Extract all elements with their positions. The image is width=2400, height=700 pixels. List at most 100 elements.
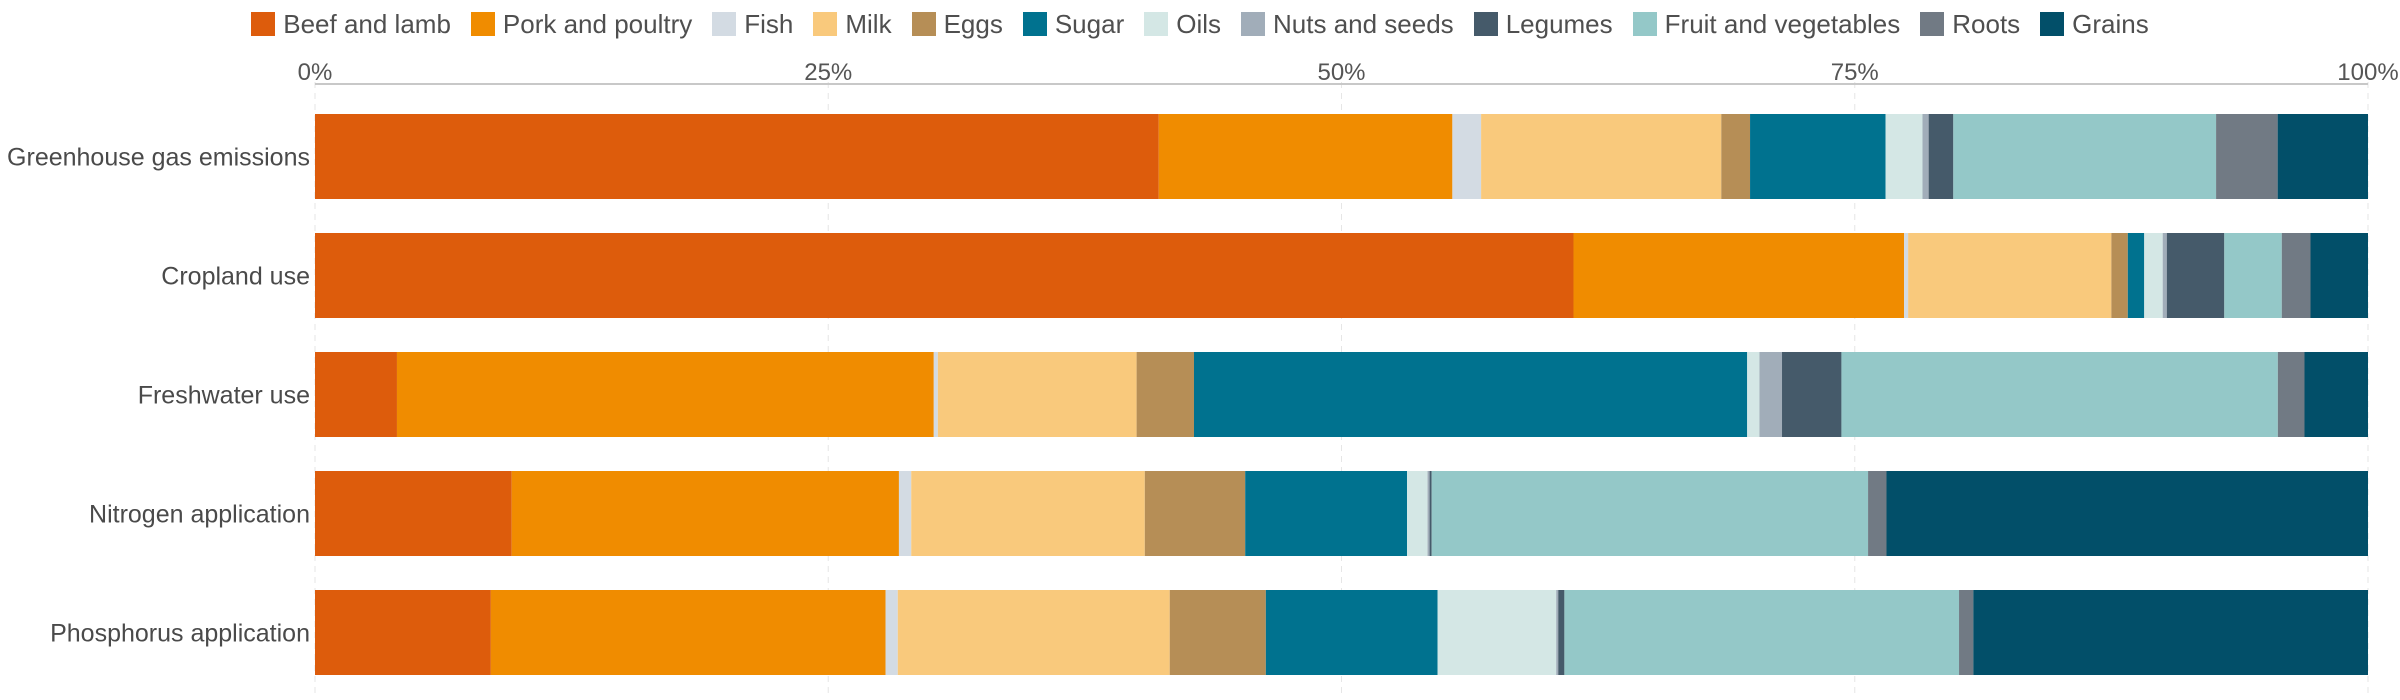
bar-segment — [1265, 590, 1438, 675]
legend-label: Grains — [2072, 8, 2149, 39]
bar-segment — [1886, 471, 2368, 556]
legend-item: Fruit and vegetables — [1632, 8, 1901, 40]
bar-segment — [2277, 114, 2368, 199]
bar-segment — [1481, 114, 1722, 199]
bar-segment — [1158, 114, 1453, 199]
legend-label: Fish — [744, 8, 794, 39]
legend-item: Nuts and seeds — [1241, 9, 1454, 40]
legend-item: Pork and poultry — [470, 8, 693, 40]
legend-swatch — [1022, 12, 1047, 36]
bar-segment — [1427, 471, 1430, 556]
bar-segment — [396, 352, 934, 437]
category-label: Phosphorus application — [50, 620, 310, 648]
legend-label: Legumes — [1505, 8, 1613, 39]
category-label: Greenhouse gas emissions — [7, 144, 310, 172]
bar-segment — [1452, 114, 1482, 199]
bar-segment — [1556, 590, 1559, 675]
x-tick-label: 100% — [2337, 59, 2398, 86]
bar-segment — [933, 352, 938, 437]
legend-swatch — [712, 12, 737, 36]
legend-label: Eggs — [943, 8, 1003, 39]
legend-label: Pork and poultry — [502, 8, 693, 39]
bar-segment — [1144, 471, 1246, 556]
bar-segment — [511, 471, 899, 556]
category-label: Freshwater use — [138, 382, 310, 410]
bar-segment — [315, 233, 1574, 318]
legend-label: Fruit and vegetables — [1664, 8, 1901, 39]
bar-segment — [885, 590, 898, 675]
bar-segment — [1169, 590, 1266, 675]
bar-segment — [2281, 233, 2311, 318]
x-tick-label: 0% — [298, 59, 333, 86]
bar-segment — [1407, 471, 1428, 556]
legend-item: Eggs — [911, 8, 1003, 40]
legend-item: Beef and lamb — [251, 9, 451, 40]
bar-segment — [1885, 114, 1923, 199]
bar-segment — [2166, 233, 2225, 318]
x-tick-label: 25% — [804, 59, 852, 86]
legend-item: Oils — [1144, 9, 1221, 40]
bar-segment — [1922, 114, 1929, 199]
bar-segment — [1841, 352, 2278, 437]
bar-segment — [1747, 352, 1760, 437]
bar-segment — [1959, 590, 1974, 675]
legend-label: Milk — [845, 8, 892, 39]
legend-label: Beef and lamb — [283, 8, 451, 39]
legend-label: Oils — [1176, 8, 1222, 39]
legend-swatch — [2040, 12, 2065, 36]
legend-label: Roots — [1952, 8, 2021, 39]
legend-swatch — [911, 12, 936, 36]
bar-segment — [1868, 471, 1887, 556]
bar-segment — [2304, 352, 2368, 437]
legend-swatch — [1473, 12, 1498, 36]
bar-segment — [315, 590, 491, 675]
legend-item: Milk — [813, 8, 892, 40]
bar-segment — [1431, 471, 1869, 556]
legend-label: Nuts and seeds — [1273, 8, 1454, 39]
chart-legend: Beef and lamb Pork and poultry Fish Milk Egg… — [0, 6, 2400, 42]
bar-segment — [911, 471, 1145, 556]
bar-segment — [937, 352, 1137, 437]
bar-segment — [1750, 114, 1886, 199]
legend-swatch — [251, 12, 276, 36]
bar-segment — [1973, 590, 2368, 675]
legend-item: Sugar — [1022, 8, 1125, 40]
bar-segment — [1908, 233, 2112, 318]
bar-segment — [1782, 352, 1842, 437]
bar-segment — [2224, 233, 2282, 318]
bar-segment — [1928, 114, 1954, 199]
category-label: Cropland use — [161, 263, 310, 291]
bar-segment — [1245, 471, 1408, 556]
bar-segment — [1759, 352, 1783, 437]
x-tick-label: 75% — [1831, 59, 1879, 86]
legend-swatch — [1144, 12, 1169, 36]
bar-segment — [2111, 233, 2128, 318]
bar-segment — [2310, 233, 2368, 318]
bar-segment — [1136, 352, 1194, 437]
bar-segment — [2127, 233, 2145, 318]
bar-segment — [1573, 233, 1905, 318]
legend-item: Legumes — [1473, 8, 1613, 40]
bar-segment — [2144, 233, 2163, 318]
x-tick-label: 50% — [1317, 59, 1365, 86]
legend-label: Sugar — [1054, 8, 1125, 39]
bar-segment — [1437, 590, 1557, 675]
legend-item: Fish — [712, 9, 793, 40]
bar-segment — [2162, 233, 2167, 318]
bar-segment — [1721, 114, 1751, 199]
bar-segment — [315, 352, 397, 437]
bar-segment — [315, 114, 1159, 199]
bar-segment — [1429, 471, 1432, 556]
bar-segment — [1558, 590, 1565, 675]
legend-item: Grains — [2040, 9, 2149, 40]
bar-segment — [897, 590, 1170, 675]
bar-segment — [1564, 590, 1960, 675]
legend-swatch — [1632, 12, 1657, 36]
bar-segment — [315, 471, 512, 556]
bar-segment — [1953, 114, 2217, 199]
legend-swatch — [1920, 12, 1945, 36]
legend-swatch — [1241, 12, 1266, 36]
bar-segment — [898, 471, 912, 556]
bar-segment — [2216, 114, 2278, 199]
